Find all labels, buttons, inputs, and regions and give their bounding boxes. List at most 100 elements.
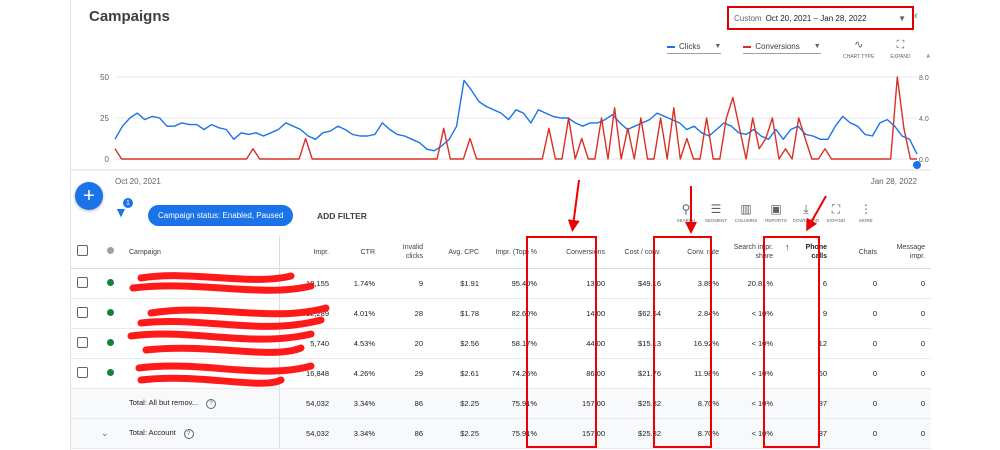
status-dot[interactable] <box>107 279 114 286</box>
y-tick-left: 0 <box>105 155 110 164</box>
filter-icon[interactable]: ▼ <box>114 204 128 220</box>
search-button[interactable]: ⚲ SEARCH <box>671 203 701 223</box>
impr-top-cell: 75.91% <box>485 418 543 449</box>
status-dot[interactable] <box>107 339 114 346</box>
message-impr-cell: 0 <box>883 298 931 329</box>
search-share-cell: < 10% <box>725 388 779 419</box>
more-button[interactable]: ⋮ MORE <box>851 203 881 223</box>
help-icon[interactable]: ? <box>183 429 194 439</box>
ctr-cell: 4.01% <box>335 298 381 329</box>
segment-button[interactable]: ☰ SEGMENT <box>701 203 731 223</box>
row-checkbox[interactable] <box>77 307 88 318</box>
impr-cell: 12,289 <box>278 298 335 329</box>
row-checkbox[interactable] <box>77 367 88 378</box>
table-row[interactable]: 5,740 4.53% 20 $2.56 58.17% 44.00 $15.13… <box>71 328 931 359</box>
y-tick-left: 50 <box>100 73 109 82</box>
header-campaign[interactable]: Campaign <box>123 236 279 269</box>
tool-label: SEGMENT <box>704 218 728 223</box>
header-search-share[interactable]: Search impr. share <box>725 236 779 269</box>
conv-rate-cell: 8.70% <box>667 388 725 419</box>
add-filter-button[interactable]: ADD FILTER <box>317 211 367 221</box>
select-all-checkbox[interactable] <box>77 245 88 256</box>
conversions-cell: 157.00 <box>543 388 611 419</box>
download-button[interactable]: ⤓ DOWNLOAD <box>791 203 821 223</box>
add-button[interactable]: + <box>75 182 103 210</box>
header-impr-top[interactable]: Impr. (Top) % <box>485 236 543 269</box>
chart-tools: ∿ CHART TYPE ⛶ EXPAND A <box>843 40 930 61</box>
search-share-cell: < 10% <box>725 418 779 449</box>
impr-top-cell: 58.17% <box>485 328 543 359</box>
caret-down-icon: ▼ <box>898 13 906 23</box>
ctr-cell: 4.26% <box>335 358 381 389</box>
header-avg-cpc[interactable]: Avg. CPC <box>429 236 485 269</box>
conversions-cell: 157.00 <box>543 418 611 449</box>
campaign-name-cell[interactable] <box>123 268 279 299</box>
chart-more-button[interactable]: A <box>927 40 930 60</box>
table-row[interactable]: 12,289 4.01% 28 $1.78 82.60% 14.00 $62.6… <box>71 298 931 329</box>
tool-label: EXPAND <box>890 54 911 60</box>
invalid-clicks-cell: 86 <box>381 418 429 449</box>
header-conversions[interactable]: Conversions <box>543 236 611 269</box>
header-cost-conv[interactable]: Cost / conv. <box>611 236 667 269</box>
header-impr[interactable]: Impr. <box>278 236 335 269</box>
expand-icon: ⛶ <box>831 202 841 216</box>
header-phone-calls[interactable]: ↑ Phone calls <box>779 236 833 269</box>
row-checkbox-cell <box>71 328 101 359</box>
y-tick-right: 8.0 <box>919 75 929 82</box>
chart-expand-button[interactable]: ⛶ EXPAND <box>890 40 911 61</box>
chats-cell: 0 <box>833 268 883 299</box>
campaigns-table: Campaign Impr. CTR Invalid clicks Avg. C… <box>71 236 931 449</box>
campaign-name-cell[interactable] <box>123 358 279 389</box>
date-range-picker[interactable]: Custom Oct 20, 2021 – Jan 28, 2022 ▼ <box>727 6 914 30</box>
chart-type-button[interactable]: ∿ CHART TYPE <box>843 40 874 61</box>
conv-rate-cell: 8.70% <box>667 418 725 449</box>
status-dot[interactable] <box>107 309 114 316</box>
message-impr-cell: 0 <box>883 418 931 449</box>
columns-button[interactable]: ▥ COLUMNS <box>731 203 761 223</box>
search-share-cell: 20.81% <box>725 268 779 299</box>
header-invalid-clicks[interactable]: Invalid clicks <box>381 236 429 269</box>
y-tick-left: 25 <box>100 114 109 123</box>
campaigns-panel: Campaigns Custom Oct 20, 2021 – Jan 28, … <box>70 0 931 450</box>
table-row[interactable]: 16,848 4.26% 29 $2.61 74.25% 86.00 $21.7… <box>71 358 931 389</box>
conversions-cell: 13.00 <box>543 268 611 299</box>
header-ctr[interactable]: CTR <box>335 236 381 269</box>
chats-cell: 0 <box>833 298 883 329</box>
impr-cell: 19,155 <box>278 268 335 299</box>
header-conv-rate[interactable]: Conv. rate <box>667 236 725 269</box>
plus-icon: + <box>83 184 95 207</box>
invalid-clicks-cell: 86 <box>381 388 429 419</box>
campaign-status-filter-chip[interactable]: Campaign status: Enabled, Paused <box>148 205 294 226</box>
header-message-impr[interactable]: Message impr. <box>883 236 931 269</box>
legend-swatch-clicks <box>667 45 675 48</box>
help-icon[interactable]: ? <box>206 399 217 409</box>
empty-cell <box>71 418 101 449</box>
conversions-cell: 44.00 <box>543 328 611 359</box>
expand-button[interactable]: ⛶ EXPAND <box>821 203 851 223</box>
chevron-left-icon[interactable]: ‹ <box>914 10 918 22</box>
x-tick-start: Oct 20, 2021 <box>115 177 161 186</box>
legend-swatch-conversions <box>743 45 752 48</box>
invalid-clicks-cell: 28 <box>381 298 429 329</box>
legend-label: Conversions <box>755 42 800 51</box>
cost-conv-cell: $15.13 <box>611 328 667 359</box>
series-end-marker <box>913 161 921 169</box>
reports-button[interactable]: ▣ REPORTS <box>761 203 791 223</box>
legend-conversions[interactable]: Conversions ▼ <box>743 42 821 54</box>
legend-clicks[interactable]: Clicks ▼ <box>667 42 722 54</box>
avg-cpc-cell: $2.61 <box>429 358 485 389</box>
ctr-cell: 3.34% <box>335 388 381 419</box>
search-share-cell: < 10% <box>725 328 779 359</box>
row-checkbox[interactable] <box>77 277 88 288</box>
table-row[interactable]: 19,155 1.74% 9 $1.91 95.40% 13.00 $49.16… <box>71 268 931 299</box>
impr-cell: 54,032 <box>278 418 335 449</box>
message-impr-cell: 0 <box>883 388 931 419</box>
series-line-conversions <box>114 76 917 160</box>
message-impr-cell: 0 <box>883 358 931 389</box>
status-dot[interactable] <box>107 369 114 376</box>
campaign-name-cell[interactable] <box>123 298 279 329</box>
campaign-name-cell[interactable] <box>123 328 279 359</box>
chevron-down-icon[interactable]: ⌄ <box>101 428 109 438</box>
header-chats[interactable]: Chats <box>833 236 883 269</box>
row-checkbox[interactable] <box>77 337 88 348</box>
